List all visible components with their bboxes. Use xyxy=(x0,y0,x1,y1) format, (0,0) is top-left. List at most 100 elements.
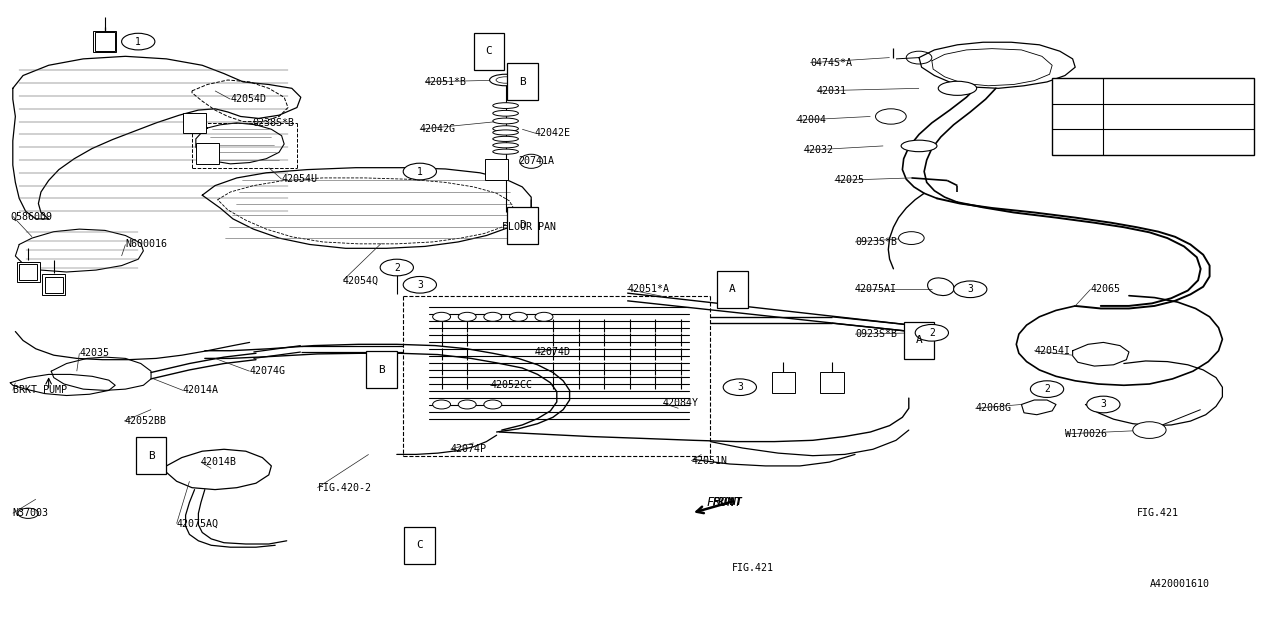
Text: 1: 1 xyxy=(417,166,422,177)
Circle shape xyxy=(876,109,906,124)
Circle shape xyxy=(535,312,553,321)
FancyBboxPatch shape xyxy=(507,63,538,100)
Circle shape xyxy=(484,400,502,409)
Circle shape xyxy=(723,379,756,396)
Text: C: C xyxy=(485,46,493,56)
Circle shape xyxy=(18,508,38,518)
FancyBboxPatch shape xyxy=(196,143,219,164)
Circle shape xyxy=(1030,381,1064,397)
Text: 42051N: 42051N xyxy=(691,456,727,466)
Text: Q586009: Q586009 xyxy=(10,211,52,221)
Text: FRONT: FRONT xyxy=(707,496,742,509)
Text: 42035: 42035 xyxy=(79,348,109,358)
Text: 3: 3 xyxy=(417,280,422,290)
Ellipse shape xyxy=(493,149,518,154)
Circle shape xyxy=(1064,135,1092,149)
Text: 42054I: 42054I xyxy=(1034,346,1070,356)
Circle shape xyxy=(484,312,502,321)
Text: 0238S*B: 0238S*B xyxy=(252,118,294,128)
Text: 42074D: 42074D xyxy=(535,347,571,357)
FancyBboxPatch shape xyxy=(93,31,116,52)
Text: FRONT: FRONT xyxy=(713,497,742,508)
Circle shape xyxy=(122,33,155,50)
Circle shape xyxy=(380,259,413,276)
Text: 1: 1 xyxy=(136,36,141,47)
Text: 3: 3 xyxy=(968,284,973,294)
FancyBboxPatch shape xyxy=(95,33,115,51)
Text: FIG.421: FIG.421 xyxy=(732,563,774,573)
Text: 42075AQ: 42075AQ xyxy=(177,518,219,529)
Circle shape xyxy=(954,281,987,298)
Text: 42054D: 42054D xyxy=(230,94,266,104)
FancyBboxPatch shape xyxy=(772,372,795,393)
Text: 0923S*B: 0923S*B xyxy=(855,237,897,247)
FancyBboxPatch shape xyxy=(17,262,40,282)
Text: B: B xyxy=(147,451,155,461)
Circle shape xyxy=(403,163,436,180)
Text: 0474S*A: 0474S*A xyxy=(810,58,852,68)
Text: 42004: 42004 xyxy=(796,115,826,125)
Text: 0474S*B: 0474S*B xyxy=(1111,86,1153,96)
FancyBboxPatch shape xyxy=(183,113,206,133)
Circle shape xyxy=(906,326,932,339)
Text: 42052BB: 42052BB xyxy=(124,416,166,426)
Circle shape xyxy=(433,312,451,321)
Ellipse shape xyxy=(493,143,518,148)
Text: 42068G: 42068G xyxy=(975,403,1011,413)
Text: A: A xyxy=(915,335,923,346)
Text: W170026: W170026 xyxy=(1065,429,1107,439)
Text: 0923S*B: 0923S*B xyxy=(855,329,897,339)
Text: 42074G: 42074G xyxy=(250,366,285,376)
Text: 3: 3 xyxy=(737,382,742,392)
Circle shape xyxy=(1087,396,1120,413)
Text: C: C xyxy=(416,540,424,550)
Ellipse shape xyxy=(493,102,518,108)
Text: 42032: 42032 xyxy=(804,145,833,156)
Text: B: B xyxy=(518,77,526,87)
Text: 42054U: 42054U xyxy=(282,174,317,184)
Text: 42042E: 42042E xyxy=(535,128,571,138)
Text: 42052CC: 42052CC xyxy=(490,380,532,390)
Circle shape xyxy=(509,312,527,321)
Text: 3: 3 xyxy=(1101,399,1106,410)
Text: 42025: 42025 xyxy=(835,175,864,186)
Text: 42014A: 42014A xyxy=(183,385,219,396)
FancyBboxPatch shape xyxy=(404,527,435,564)
Text: 42054Q: 42054Q xyxy=(343,275,379,285)
Text: 0238S*A: 0238S*A xyxy=(1111,111,1153,122)
Ellipse shape xyxy=(493,130,518,135)
Text: 42014B: 42014B xyxy=(201,457,237,467)
Text: D: D xyxy=(518,220,526,230)
Ellipse shape xyxy=(493,110,518,116)
FancyBboxPatch shape xyxy=(904,322,934,359)
Text: 42065: 42065 xyxy=(1091,284,1120,294)
Ellipse shape xyxy=(520,154,543,168)
Text: N37003: N37003 xyxy=(13,508,49,518)
Circle shape xyxy=(899,232,924,244)
Text: 42051*A: 42051*A xyxy=(627,284,669,294)
Text: 2: 2 xyxy=(1044,384,1050,394)
Circle shape xyxy=(1133,422,1166,438)
Ellipse shape xyxy=(493,136,518,141)
FancyBboxPatch shape xyxy=(474,33,504,70)
FancyBboxPatch shape xyxy=(717,271,748,308)
Text: 0101S*B: 0101S*B xyxy=(1111,137,1153,147)
Text: 3: 3 xyxy=(1075,86,1080,95)
Text: B: B xyxy=(378,365,385,375)
FancyBboxPatch shape xyxy=(136,437,166,474)
Circle shape xyxy=(1064,84,1092,98)
Circle shape xyxy=(433,400,451,409)
Text: A: A xyxy=(728,284,736,294)
Text: 42084Y: 42084Y xyxy=(663,398,699,408)
Text: 42031: 42031 xyxy=(817,86,846,96)
FancyBboxPatch shape xyxy=(507,207,538,244)
Circle shape xyxy=(915,324,948,341)
Text: 42074P: 42074P xyxy=(451,444,486,454)
Text: BRKT PUMP: BRKT PUMP xyxy=(13,385,67,396)
Text: 42051*B: 42051*B xyxy=(425,77,467,87)
Text: 2: 2 xyxy=(394,262,399,273)
Text: FIG.420-2: FIG.420-2 xyxy=(317,483,371,493)
Text: 20741A: 20741A xyxy=(518,156,554,166)
Ellipse shape xyxy=(901,140,937,152)
Ellipse shape xyxy=(938,81,977,95)
